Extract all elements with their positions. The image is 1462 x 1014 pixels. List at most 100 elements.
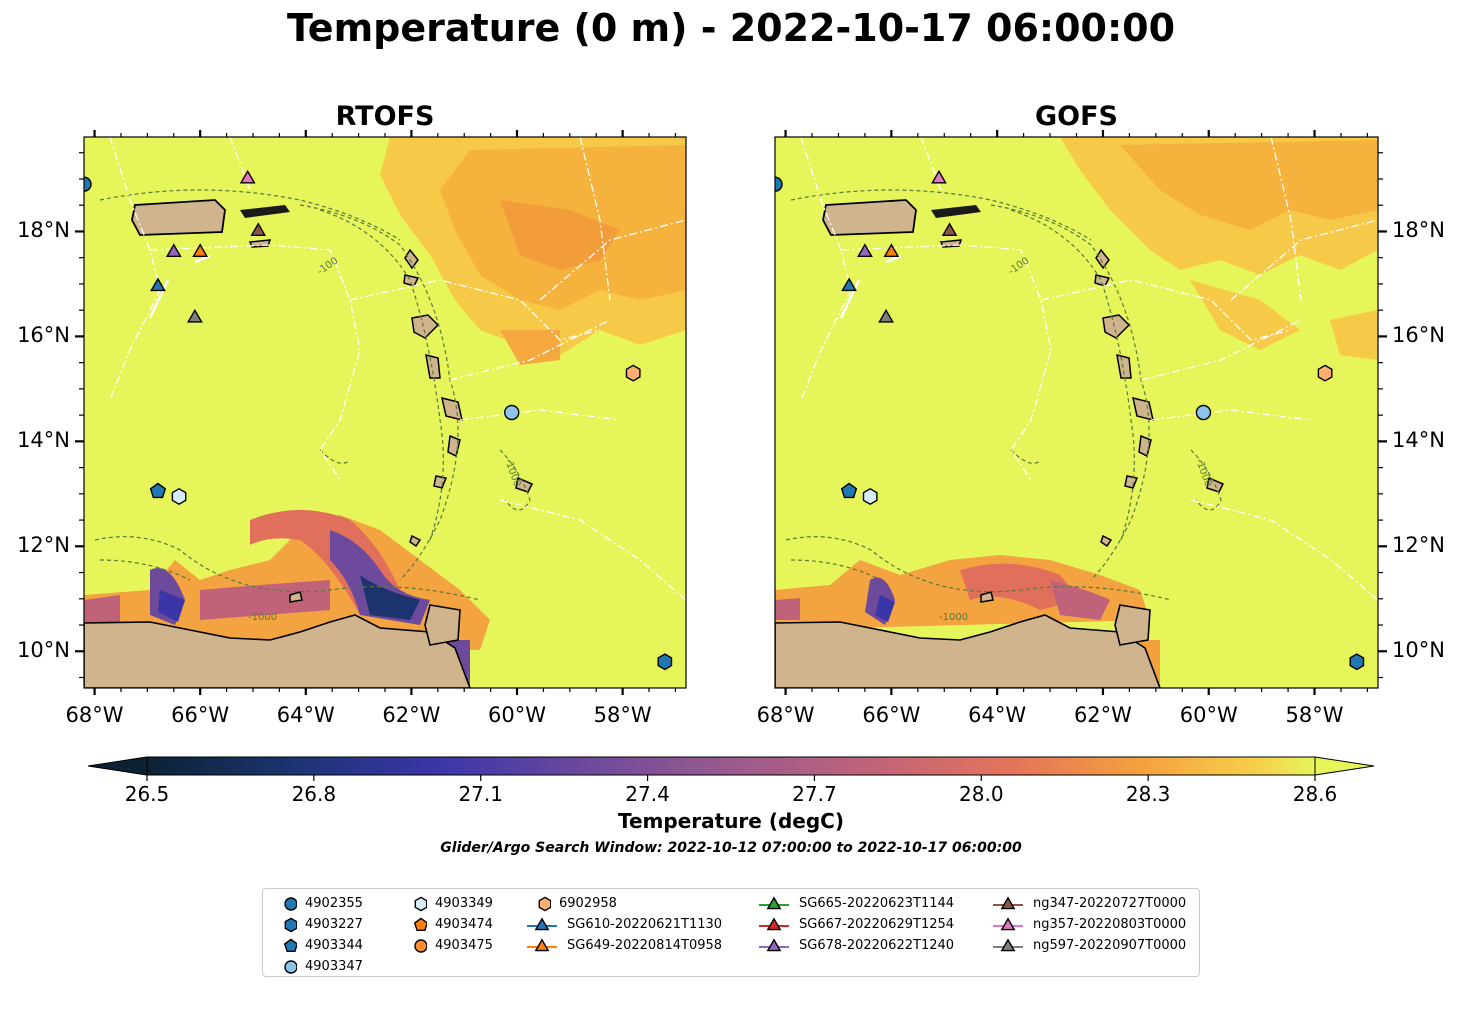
legend-label: SG649-20220814T0958 <box>567 938 723 953</box>
triangle-marker-icon <box>993 937 1023 951</box>
circle-marker-icon <box>414 938 427 953</box>
legend-label: 4903474 <box>435 917 493 932</box>
martinique-land <box>425 353 441 379</box>
pentagon-marker <box>840 482 858 499</box>
legend-label: SG678-20220622T1240 <box>799 938 955 953</box>
lat-tick-label: 10°N <box>17 638 70 663</box>
legend-label: SG610-20220621T1130 <box>567 917 723 932</box>
colorbar-tick-label: 26.8 <box>291 782 337 806</box>
hexagon-marker-icon <box>538 896 551 911</box>
legend-item: 4903344 <box>271 935 363 956</box>
lat-tick-label: 10°N <box>1392 638 1445 663</box>
lon-tick-label: 62°W <box>382 703 441 727</box>
triangle-marker-icon <box>759 937 789 951</box>
legend-item: SG665-20220623T1144 <box>757 893 954 914</box>
colorbar-tick-label: 28.3 <box>1125 782 1171 806</box>
legend-item: ng597-20220907T0000 <box>991 935 1186 956</box>
legend-column: 6902958 SG610-20220621T1130 SG649-20220814… <box>525 893 722 956</box>
legend-item: SG667-20220629T1254 <box>757 914 954 935</box>
lat-tick-label: 18°N <box>1392 218 1445 243</box>
legend-item: 4903347 <box>271 956 363 977</box>
legend-circle <box>414 938 427 953</box>
triangle-marker <box>186 308 203 323</box>
south-america-land <box>775 614 1161 688</box>
hexagon-marker <box>171 487 187 506</box>
triangle-marker-icon <box>759 895 789 909</box>
circle-marker <box>775 176 783 192</box>
lat-tick-label: 12°N <box>1392 533 1445 558</box>
lon-tick-label: 68°W <box>65 703 124 727</box>
lon-tick-label: 62°W <box>1073 703 1132 727</box>
triangle-marker-icon <box>759 916 789 930</box>
trinidad-land <box>1114 604 1151 646</box>
triangle-marker-icon <box>993 895 1023 909</box>
legend-item: ng347-20220727T0000 <box>991 893 1186 914</box>
legend-label: ng347-20220727T0000 <box>1033 896 1187 911</box>
rtofs-map: -100 -1000 -1000 <box>84 137 686 688</box>
lon-tick-label: 64°W <box>276 703 335 727</box>
legend-label: 4902355 <box>305 896 363 911</box>
puerto-rico-land <box>822 199 917 236</box>
observation-markers <box>775 169 1365 671</box>
legend-triangle <box>1000 895 1016 909</box>
triangle-marker <box>250 222 267 237</box>
legend-label: SG667-20220629T1254 <box>799 917 955 932</box>
puerto-rico-land <box>131 199 226 236</box>
figure-title: Temperature (0 m) - 2022-10-17 06:00:00 <box>286 6 1176 50</box>
legend-item: 4903227 <box>271 914 363 935</box>
legend-item: SG610-20220621T1130 <box>525 914 722 935</box>
legend-label: 4903349 <box>435 896 493 911</box>
colorbar <box>87 756 1375 781</box>
colorbar-tick-label: 27.7 <box>792 782 837 806</box>
colorbar-tick-label: 27.1 <box>458 782 503 806</box>
circle-marker <box>84 176 92 192</box>
legend-hexagon <box>284 917 297 932</box>
legend-item: 6902958 <box>525 893 722 914</box>
hexagon-marker-icon <box>414 896 427 911</box>
triangle-marker <box>931 169 947 184</box>
pentagon-marker-icon <box>283 938 297 952</box>
legend-item: SG678-20220622T1240 <box>757 935 954 956</box>
gofs-map: -100 -1000 -1000 <box>775 137 1378 688</box>
observation-markers <box>84 169 673 671</box>
triangle-marker <box>165 243 182 257</box>
lon-tick-label: 58°W <box>593 703 652 727</box>
eez-boundaries <box>109 137 686 601</box>
pentagon-marker-icon <box>413 917 427 931</box>
legend-item: 4903474 <box>401 914 493 935</box>
legend-label: 4903347 <box>305 959 363 974</box>
legend-triangle <box>766 895 782 909</box>
legend-item: ng357-20220803T0000 <box>991 914 1186 935</box>
hexagon-marker <box>862 487 878 506</box>
circle-marker <box>1195 404 1212 421</box>
hexagon-marker <box>625 364 641 382</box>
search-window-subtitle: Glider/Argo Search Window: 2022-10-12 07… <box>440 840 1022 856</box>
legend-item: 4903349 <box>401 893 493 914</box>
legend-pentagon <box>283 938 297 952</box>
legend-pentagon <box>413 917 427 931</box>
legend-column: 4903349 4903474 4903475 <box>401 893 493 956</box>
guadeloupe-land <box>1102 314 1131 339</box>
legend-column: SG665-20220623T1144 SG667-20220629T1254 SG… <box>757 893 954 956</box>
lon-tick-label: 64°W <box>968 703 1027 727</box>
lon-tick-label: 58°W <box>1285 703 1344 727</box>
legend-label: SG665-20220623T1144 <box>799 896 955 911</box>
bathymetry-label: -1000 <box>248 612 277 623</box>
hexagon-marker <box>1317 364 1333 382</box>
hexagon-marker <box>657 653 673 671</box>
legend-triangle <box>1000 937 1016 951</box>
legend-column: 4902355 4903227 4903344 4903347 <box>271 893 363 977</box>
lon-tick-label: 60°W <box>1179 703 1238 727</box>
colorbar-tick-label: 26.5 <box>124 782 170 806</box>
legend-circle <box>284 959 297 974</box>
legend-item: 4902355 <box>271 893 363 914</box>
legend-triangle <box>766 937 782 951</box>
pentagon-marker <box>149 482 167 499</box>
legend-triangle <box>534 937 550 951</box>
guadeloupe-land <box>411 314 440 339</box>
bathymetry-label: -1000 <box>939 612 968 623</box>
legend-item: 4903475 <box>401 935 493 956</box>
triangle-marker <box>192 243 209 257</box>
legend-label: ng597-20220907T0000 <box>1033 938 1187 953</box>
